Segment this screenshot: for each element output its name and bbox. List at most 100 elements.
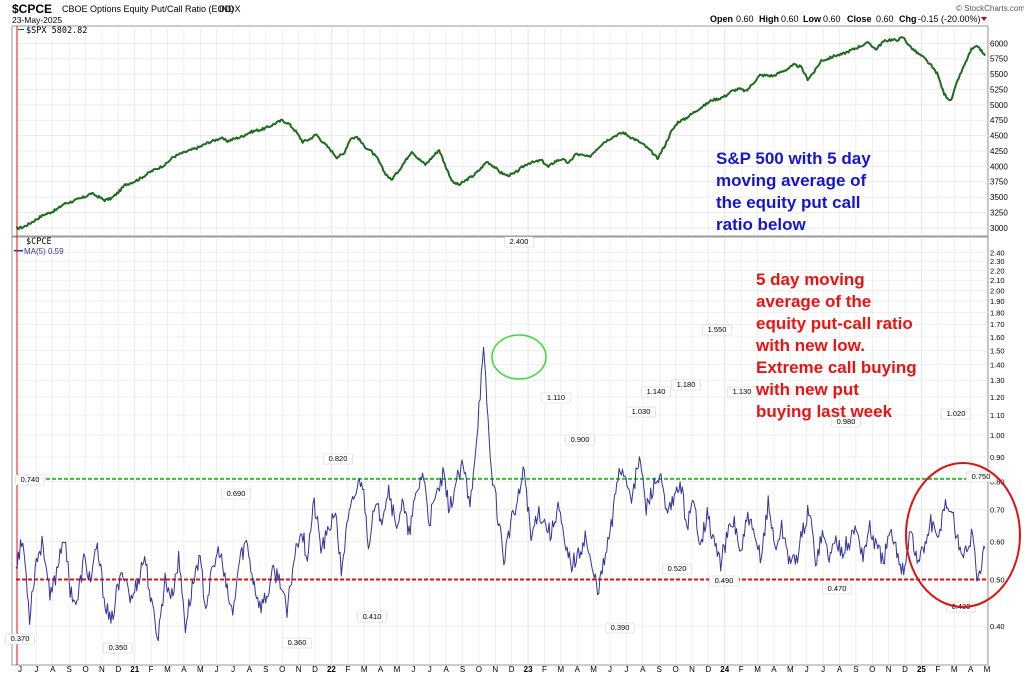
x-tick-label: S: [853, 665, 858, 674]
data-label: 0.360: [288, 638, 307, 647]
x-tick-label: J: [805, 665, 809, 674]
high-value: 0.60: [781, 14, 799, 24]
cpce-legend-swatch: [14, 250, 23, 252]
spx-legend: $SPX 5802.82: [26, 26, 87, 36]
chart-header: $CPCE CBOE Options Equity Put/Call Ratio…: [12, 2, 1024, 25]
y-tick-label: 1.50: [990, 346, 1005, 355]
annotation-line: Extreme call buying: [756, 358, 917, 377]
x-tick-label: O: [869, 665, 875, 674]
data-label: 0.390: [611, 623, 630, 632]
x-tick-label: O: [279, 665, 285, 674]
y-tick-label: 1.00: [990, 431, 1005, 440]
symbol: $CPCE: [12, 2, 52, 16]
x-tick-label: F: [149, 665, 154, 674]
x-tick-label: N: [886, 665, 892, 674]
annotation-line: average of the: [756, 292, 871, 311]
x-tick-label: M: [361, 665, 368, 674]
spx-panel-frame: [11, 25, 989, 237]
data-label-box: [831, 416, 861, 428]
data-label-box: [641, 386, 671, 398]
annotation-line: with new low.: [755, 336, 865, 355]
data-label: 0.350: [109, 643, 128, 652]
annotation-line: the equity put call: [716, 193, 861, 212]
data-label-box: [662, 563, 692, 575]
x-tick-label: 25: [917, 665, 926, 674]
y-tick-label: 0.50: [990, 576, 1005, 585]
data-label: 0.820: [329, 454, 348, 463]
cpce-annotation: 5 day moving average of the equity put-c…: [755, 270, 917, 421]
x-axis: J J A S O N D 21 F M A M J J A S O N D 22 F M A M J J A S O N D 23 F M A M J…: [18, 665, 991, 674]
data-label: 1.130: [733, 387, 752, 396]
ohlc-readout: Open 0.60 High 0.60 Low 0.60 Close 0.60 …: [710, 14, 981, 24]
recent-low-highlight-ellipse: [905, 462, 1021, 608]
data-label-box: [626, 406, 656, 418]
spx-annotation: S&P 500 with 5 day moving average of the…: [716, 149, 871, 234]
data-label-box: [671, 379, 701, 391]
x-tick-label: F: [542, 665, 547, 674]
x-tick-label: O: [476, 665, 482, 674]
close-value: 0.60: [876, 14, 894, 24]
data-label-box: [282, 637, 312, 649]
data-label: 0.690: [227, 489, 246, 498]
x-tick-label: A: [50, 665, 56, 674]
x-tick-label: A: [640, 665, 646, 674]
y-tick-label: 5250: [990, 85, 1008, 94]
y-tick-label: 4500: [990, 132, 1008, 141]
annotation-line: moving average of: [716, 171, 867, 190]
x-tick-label: M: [984, 665, 991, 674]
data-label: 0.410: [363, 612, 382, 621]
low-value: 0.60: [823, 14, 841, 24]
x-tick-label: M: [164, 665, 171, 674]
y-tick-label: 0.60: [990, 538, 1005, 547]
spx-grid: [16, 28, 988, 234]
cpce-grid: [16, 238, 988, 664]
x-tick-label: S: [460, 665, 465, 674]
data-label: 1.030: [632, 407, 651, 416]
x-tick-label: N: [689, 665, 695, 674]
cpce-panel-frame: [11, 236, 989, 666]
data-label: 0.980: [837, 417, 856, 426]
data-label-box: [221, 488, 251, 500]
y-tick-label: 5500: [990, 70, 1008, 79]
y-tick-label: 1.60: [990, 333, 1005, 342]
x-tick-label: F: [935, 665, 940, 674]
x-tick-label: 21: [130, 665, 139, 674]
x-tick-label: F: [345, 665, 350, 674]
y-tick-label: 2.30: [990, 257, 1005, 266]
x-tick-label: F: [739, 665, 744, 674]
data-label: 1.180: [677, 380, 696, 389]
exchange: INDX: [219, 4, 241, 14]
data-label: 0.370: [11, 634, 30, 643]
chg-label: Chg: [899, 14, 917, 24]
cpce-legend: MA(5) 0.59: [24, 247, 64, 256]
cpce-y-axis: 0.40 0.50 0.60 0.70 0.80 0.90 1.00 1.10 1.20 1.30…: [990, 248, 1005, 631]
data-label: 0.740: [21, 475, 40, 484]
annotation-line: with new put: [755, 380, 859, 399]
data-label-box: [15, 474, 45, 486]
y-tick-label: 0.70: [990, 505, 1005, 514]
y-tick-label: 1.10: [990, 411, 1005, 420]
y-tick-label: 1.80: [990, 308, 1005, 317]
symbol-name: CBOE Options Equity Put/Call Ratio (EOD): [62, 4, 234, 14]
y-tick-label: 3500: [990, 193, 1008, 202]
data-label-box: [822, 583, 852, 595]
y-tick-label: 5750: [990, 55, 1008, 64]
data-label: 1.110: [547, 393, 565, 402]
x-tick-label: M: [787, 665, 794, 674]
data-label-box: [5, 633, 35, 645]
y-tick-label: 2.00: [990, 286, 1005, 295]
reference-lines: [16, 477, 988, 581]
x-tick-label: S: [657, 665, 662, 674]
x-tick-label: D: [509, 665, 515, 674]
x-tick-label: N: [99, 665, 105, 674]
y-tick-label: 3250: [990, 208, 1008, 217]
x-tick-label: S: [263, 665, 268, 674]
x-tick-label: A: [771, 665, 777, 674]
data-label: 0.750: [972, 472, 991, 481]
data-label-box: [103, 642, 133, 654]
y-tick-label: 2.10: [990, 276, 1005, 285]
data-label-box: [941, 408, 971, 420]
data-label-box: [565, 434, 595, 446]
data-label: 0.520: [668, 564, 687, 573]
x-tick-label: 22: [327, 665, 336, 674]
